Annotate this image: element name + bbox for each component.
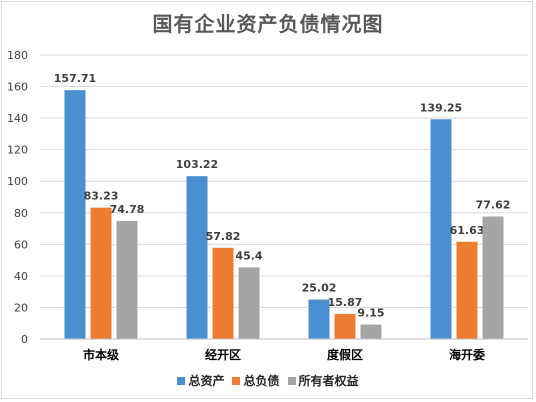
x-category-label: 度假区 <box>327 347 363 362</box>
legend-item-liabilities: 总负债 <box>232 372 280 389</box>
bar <box>116 221 138 339</box>
bar <box>456 241 478 339</box>
legend-label-assets: 总资产 <box>188 374 225 388</box>
bar <box>186 176 208 339</box>
bar <box>482 216 504 339</box>
bar <box>334 313 356 339</box>
bar <box>308 299 330 339</box>
legend-swatch-liabilities <box>232 376 241 385</box>
bar <box>238 267 260 339</box>
data-label: 57.82 <box>206 230 241 243</box>
x-category-label: 海开委 <box>449 347 486 362</box>
y-tick-label: 100 <box>7 175 28 188</box>
data-label: 25.02 <box>302 282 337 295</box>
legend-label-liabilities: 总负债 <box>243 374 280 388</box>
data-label: 9.15 <box>357 307 384 320</box>
legend: 总资产 总负债 所有者权益 <box>0 372 536 389</box>
legend-item-equity: 所有者权益 <box>287 372 359 389</box>
data-label: 157.71 <box>54 72 96 85</box>
chart-title: 国有企业资产负债情况图 <box>152 12 384 36</box>
data-label: 103.22 <box>176 158 218 171</box>
data-label: 45.4 <box>235 249 262 262</box>
y-tick-label: 40 <box>14 270 28 283</box>
y-tick-label: 160 <box>7 81 28 94</box>
y-tick-label: 20 <box>14 301 28 314</box>
x-category-label: 市本级 <box>83 347 119 362</box>
data-label: 83.23 <box>84 190 119 203</box>
legend-item-assets: 总资产 <box>177 372 224 389</box>
legend-swatch-assets <box>177 376 186 385</box>
bar <box>360 324 382 339</box>
y-tick-label: 0 <box>21 333 28 346</box>
data-label: 15.87 <box>328 296 363 309</box>
legend-label-equity: 所有者权益 <box>298 374 359 388</box>
y-tick-label: 60 <box>14 238 28 251</box>
y-tick-label: 120 <box>7 144 28 157</box>
bar <box>90 207 112 339</box>
bar <box>64 90 86 339</box>
legend-swatch-equity <box>287 376 296 385</box>
x-category-label: 经开区 <box>205 347 241 362</box>
data-label: 74.78 <box>110 203 145 216</box>
y-tick-label: 80 <box>14 207 28 220</box>
data-label: 139.25 <box>420 101 462 114</box>
data-label: 61.63 <box>450 224 485 237</box>
bar <box>430 119 452 340</box>
y-tick-label: 140 <box>7 112 28 125</box>
data-label: 77.62 <box>476 199 511 212</box>
bar <box>212 247 234 339</box>
y-tick-label: 180 <box>7 49 28 62</box>
